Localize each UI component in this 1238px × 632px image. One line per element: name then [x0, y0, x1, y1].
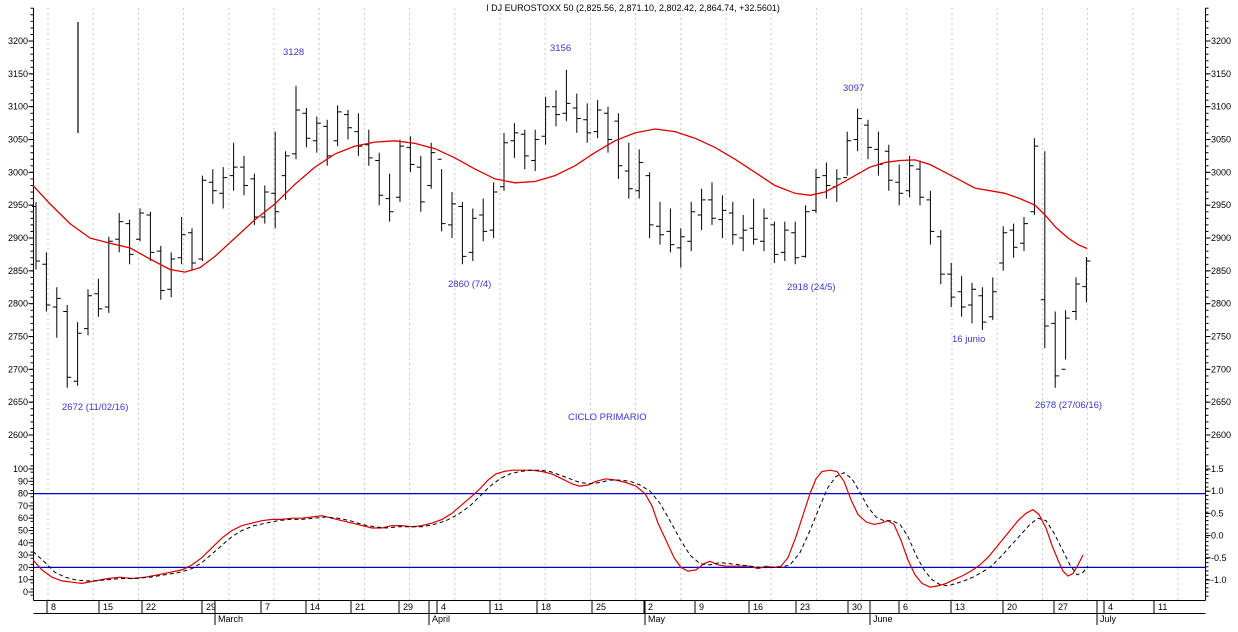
date-axis-day-label: 11	[1158, 602, 1167, 612]
oscillator-axis-label: -1.0	[1211, 575, 1227, 585]
date-axis-day-label: 11	[494, 602, 503, 612]
oscillator-axis-label: 10	[18, 575, 28, 585]
chart-annotations: 3128 3156 3097 2860 (7/4) 2918 (24/5) 16 juni…	[62, 43, 1102, 423]
price-axis-label: 3200	[1211, 36, 1231, 46]
annotation-label: CICLO PRIMARIO	[568, 412, 647, 423]
oscillator-axis-label: 100	[13, 464, 28, 474]
weekly-gridlines	[47, 8, 1179, 600]
date-axis-month-label: May	[648, 614, 666, 624]
oscillator-axis-label: 70	[18, 501, 28, 511]
price-axis-label: 3000	[1211, 167, 1231, 177]
date-axis-day-label: 7	[265, 602, 270, 612]
price-axis-label: 2950	[1211, 200, 1231, 210]
date-axis-day-label: 15	[103, 602, 113, 612]
oscillator-axis-label: 90	[18, 476, 28, 486]
oscillator-axis-label: 1.0	[1211, 486, 1224, 496]
annotation-label: 2678 (27/06/16)	[1035, 400, 1102, 411]
ohlc-bars	[32, 22, 1091, 388]
price-axis-label: 2800	[8, 299, 28, 309]
date-axis-day-label: 25	[596, 602, 606, 612]
date-axis-strip: 8 15 22 29 7 14 21 29 4 11 18 25 2 9 16 23 30 6 13 20 27 4 11M…	[33, 600, 1206, 625]
price-axis-label: 2650	[1211, 397, 1231, 407]
annotation-label: 3097	[843, 83, 864, 94]
price-axis-label: 3150	[8, 69, 28, 79]
date-axis-day-label: 14	[310, 602, 320, 612]
oscillator-axis-label: 0	[23, 587, 28, 597]
moving-average-path	[32, 128, 1088, 273]
price-axis-label: 3050	[8, 135, 28, 145]
date-axis-day-label: 8	[51, 602, 56, 612]
price-axis-label: 2900	[8, 233, 28, 243]
price-axis-label: 2900	[1211, 233, 1231, 243]
price-axis-label: 2700	[8, 364, 28, 374]
oscillator-axis-label: -0.5	[1211, 553, 1227, 563]
price-axis-label: 2850	[1211, 266, 1231, 276]
date-axis-day-label: 21	[355, 602, 365, 612]
price-axis-label: 2650	[8, 397, 28, 407]
price-axis-label: 2800	[1211, 299, 1231, 309]
date-axis-day-label: 29	[206, 602, 216, 612]
date-axis-day-label: 30	[852, 602, 862, 612]
date-axis-day-label: 4	[441, 602, 446, 612]
price-axis-label: 2850	[8, 266, 28, 276]
annotation-label: 3156	[550, 43, 571, 54]
oscillator-reference-lines	[33, 493, 1206, 569]
oscillator-axis-label: 80	[18, 489, 28, 499]
price-axis-label: 3100	[1211, 102, 1231, 112]
oscillator-axis-label: 50	[18, 526, 28, 536]
price-axis-label: 2750	[8, 332, 28, 342]
price-axis-label: 2750	[1211, 332, 1231, 342]
annotation-label: 16 junio	[952, 334, 985, 345]
annotation-label: 2860 (7/4)	[448, 279, 491, 290]
date-axis-day-label: 22	[146, 602, 156, 612]
oscillator-axis-label: 60	[18, 513, 28, 523]
date-axis-day-label: 20	[1007, 602, 1017, 612]
oscillator-lines	[32, 469, 1089, 588]
annotation-label: 2918 (24/5)	[787, 282, 836, 293]
annotation-label: 2672 (11/02/16)	[62, 402, 128, 413]
date-axis-month-label: April	[432, 614, 450, 624]
price-axis-label: 2600	[8, 430, 28, 440]
date-axis-day-label: 18	[541, 602, 551, 612]
price-axis-label: 3150	[1211, 69, 1231, 79]
annotation-label: 3128	[283, 47, 304, 58]
date-axis-day-label: 27	[1058, 602, 1068, 612]
price-axis-label: 2600	[1211, 430, 1231, 440]
date-axis-day-label: 29	[403, 602, 413, 612]
price-axis-label: 3200	[8, 36, 28, 46]
oscillator-axis-label: 1.5	[1211, 464, 1224, 474]
oscillator-main-line	[32, 469, 1084, 588]
price-axis-label: 2950	[8, 200, 28, 210]
oscillator-axis-label: 40	[18, 538, 28, 548]
oscillator-axis-label: 30	[18, 550, 28, 560]
oscillator-axis-label: 0.0	[1211, 531, 1224, 541]
date-axis-day-label: 9	[699, 602, 704, 612]
price-axis-label: 3100	[8, 102, 28, 112]
price-axis-label: 3000	[8, 167, 28, 177]
date-axis-month-label: July	[1100, 614, 1117, 624]
price-axis-label: 3050	[1211, 135, 1231, 145]
date-axis-day-label: 6	[903, 602, 908, 612]
oscillator-axis-label: 20	[18, 562, 28, 572]
price-axis-label: 2700	[1211, 364, 1231, 374]
date-axis-day-label: 13	[955, 602, 965, 612]
oscillator-axis-label: 0.5	[1211, 508, 1224, 518]
date-axis-day-label: 4	[1108, 602, 1113, 612]
chart-title: I DJ EUROSTOXX 50 (2,825.56, 2,871.10, 2…	[486, 3, 780, 13]
moving-average-line	[32, 128, 1088, 273]
date-axis-day-label: 23	[800, 602, 810, 612]
date-axis-month-label: June	[873, 614, 893, 624]
oscillator-signal-line	[32, 469, 1089, 587]
date-axis-month-label: March	[218, 614, 243, 624]
date-axis-day-label: 2	[648, 602, 653, 612]
date-axis-day-label: 16	[753, 602, 763, 612]
